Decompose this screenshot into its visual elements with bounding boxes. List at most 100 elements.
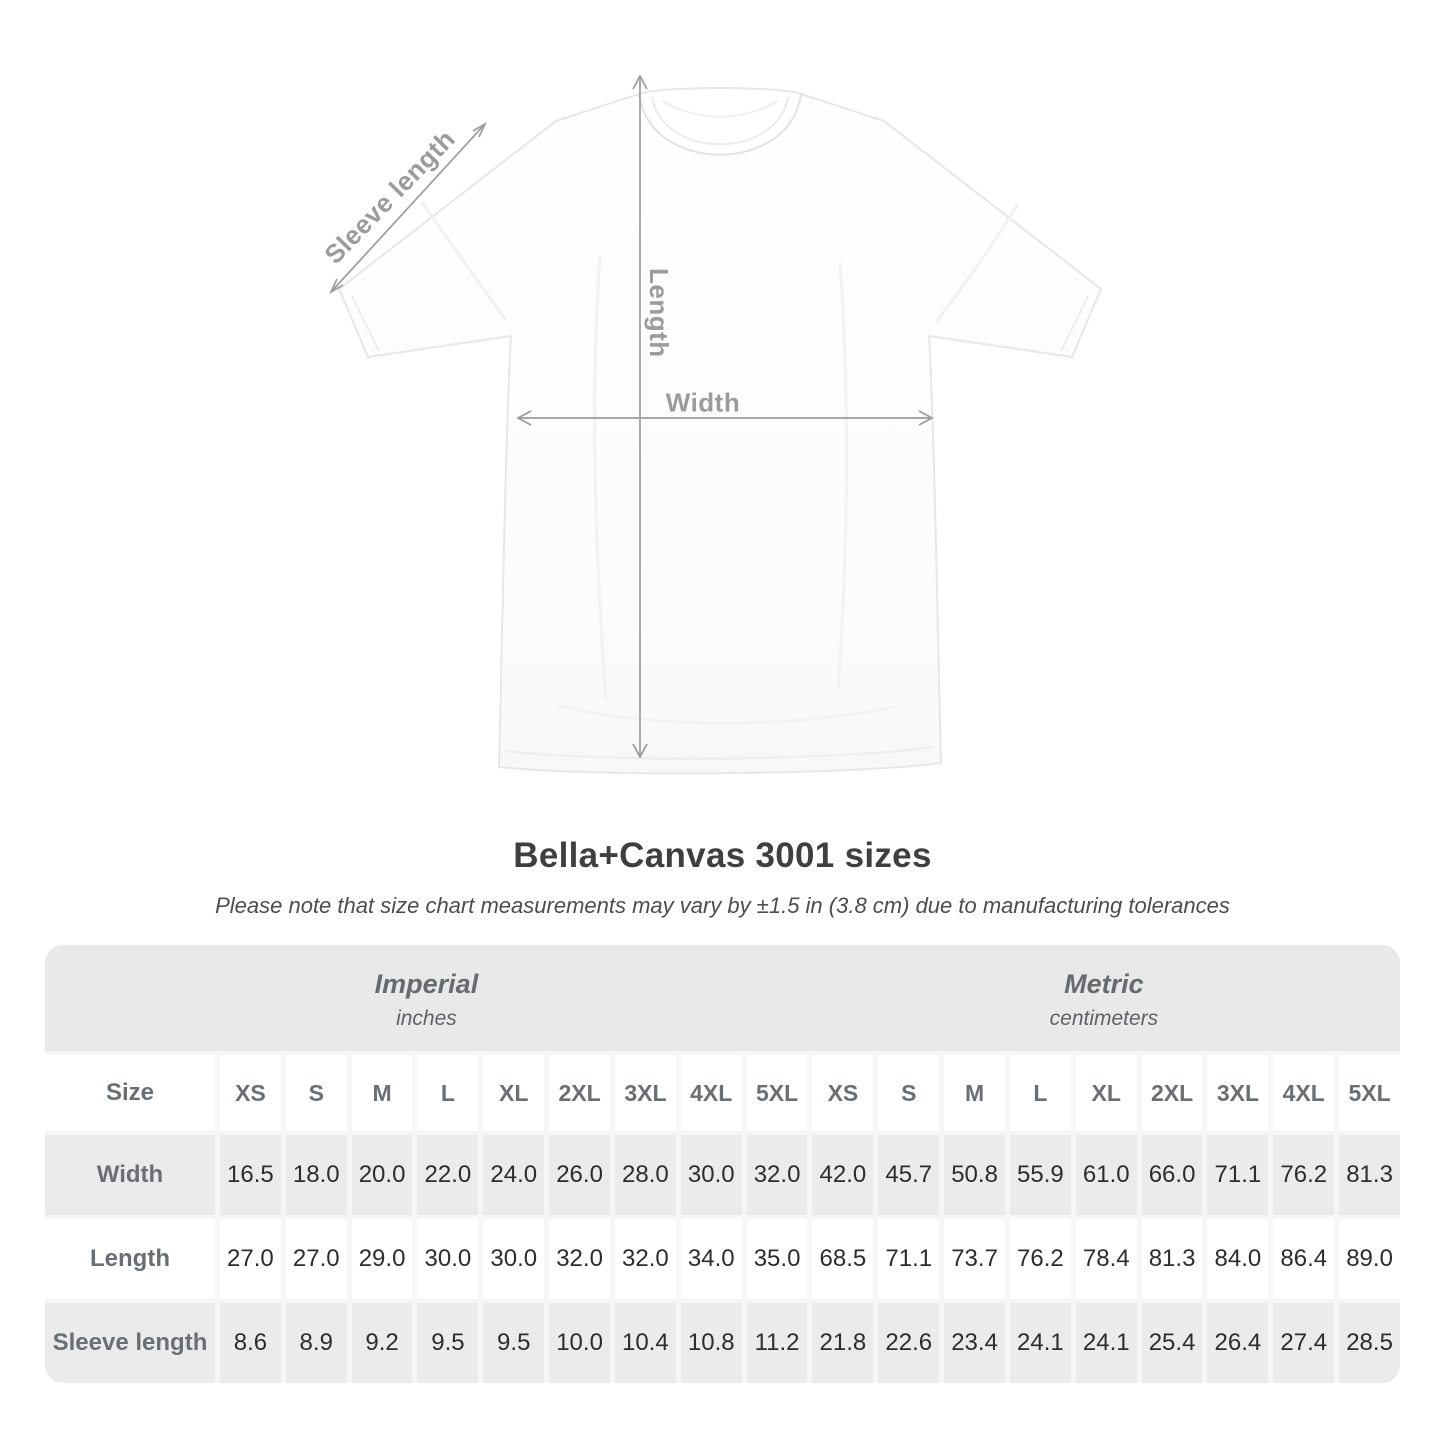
length-label: Length: [644, 268, 674, 358]
tshirt-body: [338, 87, 1102, 775]
row-label-width: Width: [45, 1135, 215, 1215]
table-cell: 76.2: [1273, 1135, 1335, 1215]
table-cell: XL: [483, 1055, 545, 1131]
table-cell: 68.5: [812, 1219, 874, 1299]
table-cell: 5XL: [1339, 1055, 1400, 1131]
table-cell: 24.1: [1009, 1303, 1071, 1383]
table-cell: 71.1: [878, 1219, 940, 1299]
table-cell: 30.0: [417, 1219, 479, 1299]
table-cell: M: [351, 1055, 413, 1131]
table-cell: 55.9: [1009, 1135, 1071, 1215]
table-cell: 61.0: [1075, 1135, 1137, 1215]
table-cell: 78.4: [1075, 1219, 1137, 1299]
table-cell: 8.9: [285, 1303, 347, 1383]
measurement-arrows: [329, 74, 934, 759]
table-cell: 27.4: [1273, 1303, 1335, 1383]
table-cell: 35.0: [746, 1219, 808, 1299]
table-cell: 23.4: [944, 1303, 1005, 1383]
table-cell: 30.0: [483, 1219, 545, 1299]
table-cell: 5XL: [746, 1055, 808, 1131]
table-cell: 4XL: [1273, 1055, 1335, 1131]
metric-label: Metric: [1064, 969, 1144, 999]
metric-unit: centimeters: [1049, 1007, 1159, 1030]
table-cell: M: [944, 1055, 1005, 1131]
row-label-length: Length: [45, 1219, 215, 1299]
table-cell: 9.2: [351, 1303, 413, 1383]
size-column-header: Size: [45, 1055, 215, 1131]
table-cell: L: [417, 1055, 479, 1131]
table-cell: 16.5: [220, 1135, 281, 1215]
table-row-sleeve-length: Sleeve length 8.6 8.9 9.2 9.5 9.5 10.0 10.4 10.…: [45, 1303, 1400, 1383]
table-cell: 81.3: [1339, 1135, 1400, 1215]
table-cell: 20.0: [351, 1135, 413, 1215]
width-arrow: [516, 410, 934, 426]
table-cell: 28.0: [614, 1135, 676, 1215]
length-arrow: [632, 74, 648, 759]
width-label: Width: [665, 387, 741, 418]
table-cell: 86.4: [1273, 1219, 1335, 1299]
imperial-label: Imperial: [374, 969, 479, 999]
table-cell: S: [878, 1055, 940, 1131]
table-cell: 10.8: [680, 1303, 742, 1383]
table-cell: 50.8: [944, 1135, 1005, 1215]
table-cell: 24.0: [483, 1135, 545, 1215]
table-cell: S: [285, 1055, 347, 1131]
table-cell: L: [1009, 1055, 1071, 1131]
table-cell: 42.0: [812, 1135, 874, 1215]
row-label-sleeve-length: Sleeve length: [45, 1303, 215, 1383]
table-cell: 45.7: [878, 1135, 940, 1215]
title-block: Bella+Canvas 3001 sizes Please note that…: [0, 836, 1445, 919]
table-cell: 2XL: [549, 1055, 610, 1131]
table-cell: 10.4: [614, 1303, 676, 1383]
table-cell: 25.4: [1141, 1303, 1203, 1383]
table-row-width: Width 16.5 18.0 20.0 22.0 24.0 26.0 28.0 30.0 32…: [45, 1135, 1400, 1215]
metric-header: Metric centimeters: [808, 945, 1400, 1051]
unit-header-band: Imperial inches Metric centimeters: [45, 945, 1400, 1051]
table-cell: 26.0: [549, 1135, 610, 1215]
tshirt-graphic: [329, 74, 1102, 775]
table-cell: 9.5: [417, 1303, 479, 1383]
tolerance-note: Please note that size chart measurements…: [215, 893, 1230, 918]
table-cell: XS: [812, 1055, 874, 1131]
table-cell: 34.0: [680, 1219, 742, 1299]
table-cell: 24.1: [1075, 1303, 1137, 1383]
table-cell: 3XL: [614, 1055, 676, 1131]
table-cell: 66.0: [1141, 1135, 1203, 1215]
table-cell: 8.6: [220, 1303, 281, 1383]
size-table: Imperial inches Metric centimeters Size …: [45, 945, 1400, 1383]
table-cell: 22.0: [417, 1135, 479, 1215]
table-cell: 9.5: [483, 1303, 545, 1383]
table-cell: 71.1: [1207, 1135, 1269, 1215]
table-cell: 22.6: [878, 1303, 940, 1383]
table-cell: 89.0: [1339, 1219, 1400, 1299]
table-cell: 27.0: [220, 1219, 281, 1299]
table-cell: 21.8: [812, 1303, 874, 1383]
table-cell: XL: [1075, 1055, 1137, 1131]
table-cell: 32.0: [614, 1219, 676, 1299]
table-cell: 29.0: [351, 1219, 413, 1299]
sleeve-length-arrow: [329, 121, 487, 295]
table-row-length: Length 27.0 27.0 29.0 30.0 30.0 32.0 32.0 34.0 3…: [45, 1219, 1400, 1299]
table-cell: 11.2: [746, 1303, 808, 1383]
table-cell: 18.0: [285, 1135, 347, 1215]
table-cell: 76.2: [1009, 1219, 1071, 1299]
table-cell: 81.3: [1141, 1219, 1203, 1299]
table-cell: 73.7: [944, 1219, 1005, 1299]
table-row-sizes: Size XS S M L XL 2XL 3XL 4XL 5XL XS S M L XL 2XL 3XL 4XL…: [45, 1055, 1400, 1131]
table-cell: 30.0: [680, 1135, 742, 1215]
table-cell: 32.0: [549, 1219, 610, 1299]
table-cell: 84.0: [1207, 1219, 1269, 1299]
measurement-diagram: Sleeve length Length Width: [318, 74, 1102, 775]
imperial-unit: inches: [396, 1007, 457, 1030]
table-cell: 27.0: [285, 1219, 347, 1299]
table-cell: 26.4: [1207, 1303, 1269, 1383]
imperial-header: Imperial inches: [45, 945, 808, 1051]
table-cell: 10.0: [549, 1303, 610, 1383]
table-cell: 3XL: [1207, 1055, 1269, 1131]
table-cell: 2XL: [1141, 1055, 1203, 1131]
table-cell: 28.5: [1339, 1303, 1400, 1383]
table-cell: 32.0: [746, 1135, 808, 1215]
table-cell: 4XL: [680, 1055, 742, 1131]
table-cell: XS: [220, 1055, 281, 1131]
page-title: Bella+Canvas 3001 sizes: [513, 836, 932, 875]
